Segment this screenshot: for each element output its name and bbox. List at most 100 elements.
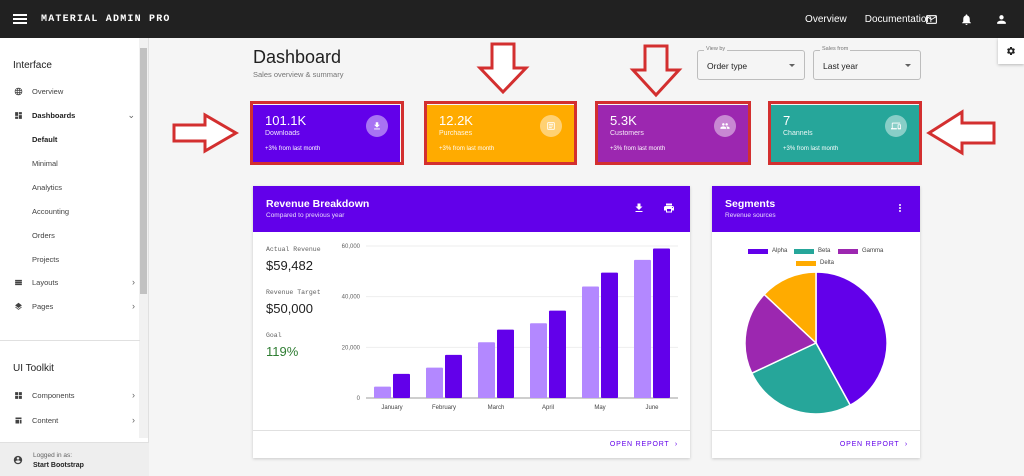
legend-item-beta[interactable]: Beta	[794, 248, 830, 254]
dropdown-caret-icon	[789, 64, 795, 67]
legend-swatch	[748, 248, 768, 254]
legend-item-alpha[interactable]: Alpha	[748, 248, 787, 254]
legend-swatch	[794, 248, 814, 254]
sidebar-footer: Logged in as: Start Bootstrap	[0, 442, 149, 476]
stat-value: 7	[783, 113, 791, 128]
bar	[549, 310, 566, 398]
chevron-down-icon: ⌄	[127, 109, 135, 120]
sidebar-item-layouts[interactable]: Layouts ›	[13, 273, 135, 291]
sidebar-item-label: Layouts	[32, 277, 59, 287]
stat-card-purchases[interactable]: 12.2K Purchases +3% from last month	[427, 105, 574, 162]
open-report-label: OPEN REPORT	[609, 441, 670, 448]
print-icon[interactable]	[663, 202, 675, 214]
settings-button[interactable]	[998, 38, 1024, 64]
segments-card: Segments Revenue sources Alpha Beta Gamm…	[712, 186, 920, 458]
goal-value: 119%	[266, 344, 299, 359]
nav-documentation[interactable]: Documentation	[864, 13, 932, 25]
sidebar-subitem-projects[interactable]: Projects	[32, 255, 60, 264]
bar	[653, 248, 670, 398]
open-report-link[interactable]: OPEN REPORT ›	[839, 441, 908, 448]
brand-title[interactable]: MATERIAL ADMIN PRO	[41, 13, 171, 25]
legend-label: Gamma	[862, 248, 884, 254]
annotation-arrow-down	[629, 44, 683, 98]
bar	[374, 386, 391, 398]
chevron-right-icon: ›	[132, 277, 135, 287]
more-vert-icon[interactable]	[894, 202, 906, 214]
logged-in-user: Start Bootstrap	[33, 462, 84, 469]
annotation-box	[595, 101, 751, 165]
sidebar-scrollbar[interactable]	[139, 38, 148, 438]
revenue-bar-chart: 0 20,000 40,000 60,000 January February March A…	[342, 244, 678, 411]
dashboard-icon	[13, 110, 23, 120]
sales-from-select[interactable]: Sales from Last year	[813, 46, 921, 80]
bar	[393, 373, 410, 398]
stat-value: 5.3K	[610, 113, 637, 128]
purchase-icon	[540, 115, 562, 137]
bar	[426, 367, 443, 398]
stat-label: Downloads	[265, 130, 300, 137]
revenue-target-value: $50,000	[266, 301, 313, 316]
view-by-select[interactable]: View by Order type	[697, 46, 805, 80]
y-tick-label: 0	[357, 396, 361, 402]
card-subtitle: Revenue sources	[725, 212, 776, 219]
open-report-label: OPEN REPORT	[839, 441, 900, 448]
x-tick-label: April	[542, 405, 554, 411]
sidebar-subitem-orders[interactable]: Orders	[32, 231, 55, 240]
page-title: Dashboard	[253, 47, 342, 67]
sidebar-item-content[interactable]: Content ›	[13, 411, 135, 429]
mail-icon[interactable]	[925, 13, 938, 26]
stat-card-channels[interactable]: 7 Channels +3% from last month	[771, 105, 919, 162]
legend-item-gamma[interactable]: Gamma	[838, 248, 883, 254]
sidebar-subitem-accounting[interactable]: Accounting	[32, 207, 70, 216]
stat-card-downloads[interactable]: 101.1K Downloads +3% from last month	[253, 105, 400, 162]
card-footer: OPEN REPORT ›	[712, 430, 920, 458]
sales-from-label: Sales from	[820, 46, 851, 52]
x-tick-label: May	[594, 405, 605, 411]
pie-slice	[744, 293, 818, 375]
download-icon[interactable]	[633, 202, 645, 214]
sidebar-item-components[interactable]: Components ›	[13, 386, 135, 404]
sidebar-item-pages[interactable]: Pages ›	[13, 297, 135, 315]
page-subtitle: Sales overview & summary	[253, 70, 344, 79]
sidebar-item-label: Content	[32, 415, 59, 425]
card-title: Segments	[725, 198, 776, 210]
legend-label: Delta	[820, 260, 835, 266]
open-report-link[interactable]: OPEN REPORT ›	[609, 441, 678, 448]
sidebar-item-label: Dashboards	[32, 110, 76, 120]
pie-slice	[750, 342, 852, 415]
account-icon[interactable]	[995, 13, 1008, 26]
actual-revenue-label: Actual Revenue	[266, 246, 321, 253]
legend-label: Alpha	[772, 248, 788, 254]
stat-label: Customers	[610, 130, 644, 137]
y-tick-label: 40,000	[342, 295, 361, 301]
bell-icon[interactable]	[960, 13, 973, 26]
pie-slice	[763, 271, 817, 345]
sidebar: Interface Overview Dashboards ⌄ Default …	[0, 38, 149, 476]
bar	[601, 272, 618, 398]
account-circle-icon	[13, 455, 23, 465]
sidebar-subitem-analytics[interactable]: Analytics	[32, 183, 63, 192]
sidebar-subitem-default[interactable]: Default	[32, 135, 58, 144]
sidebar-item-overview[interactable]: Overview	[13, 82, 135, 100]
annotation-box	[768, 101, 922, 165]
sidebar-item-dashboards[interactable]: Dashboards ⌄	[13, 106, 135, 124]
nav-overview[interactable]: Overview	[805, 13, 847, 25]
logged-in-label: Logged in as:	[33, 452, 73, 459]
layouts-icon	[13, 277, 23, 287]
annotation-arrow-down	[476, 42, 530, 95]
stat-change: +3% from last month	[439, 146, 495, 152]
content-icon	[13, 415, 23, 425]
sidebar-subitem-minimal[interactable]: Minimal	[32, 159, 58, 168]
gear-icon	[1007, 47, 1015, 55]
devices-icon	[885, 115, 907, 137]
bar	[497, 329, 514, 398]
chevron-right-icon: ›	[132, 415, 135, 425]
chevron-right-icon: ›	[132, 301, 135, 311]
dropdown-caret-icon	[905, 64, 911, 67]
menu-icon[interactable]	[13, 14, 27, 24]
stat-card-customers[interactable]: 5.3K Customers +3% from last month	[598, 105, 748, 162]
x-tick-label: March	[488, 405, 505, 411]
chevron-right-icon: ›	[132, 390, 135, 400]
revenue-breakdown-card: Revenue Breakdown Compared to previous y…	[253, 186, 690, 458]
legend-item-delta[interactable]: Delta	[796, 260, 834, 266]
